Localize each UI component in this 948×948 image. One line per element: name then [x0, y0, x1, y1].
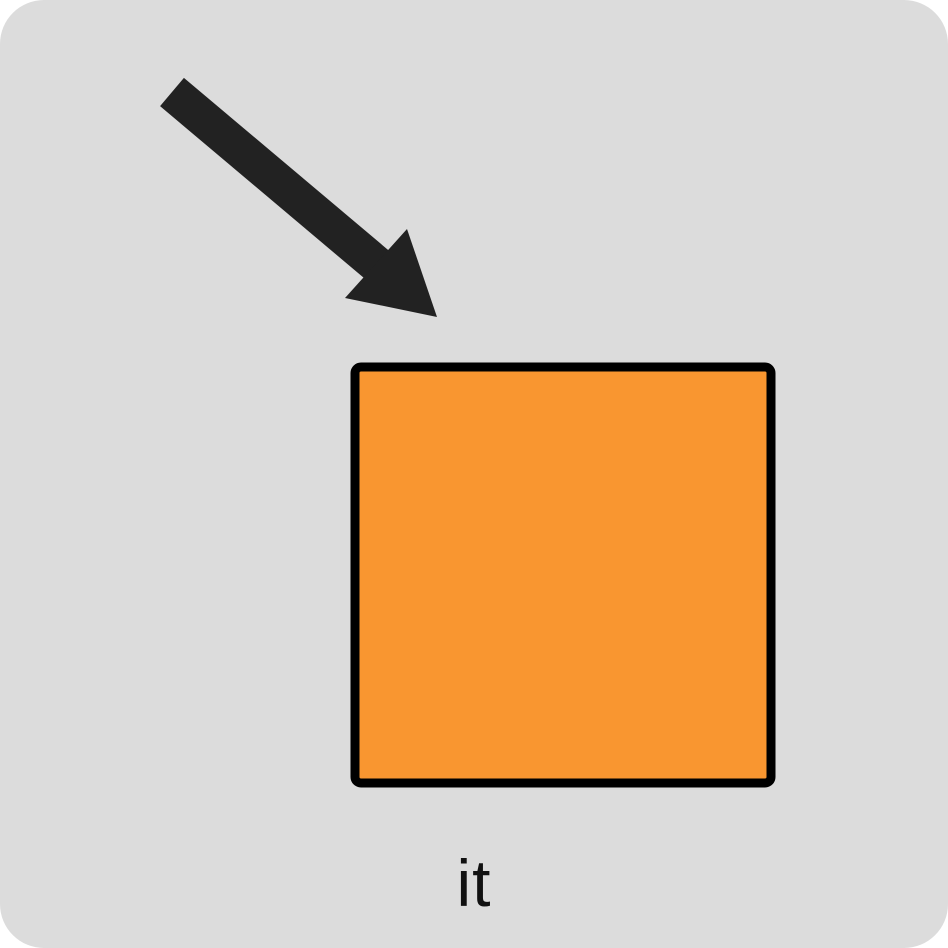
symbol-caption: it [456, 846, 492, 920]
orange-square [350, 362, 776, 788]
arrow-shaft [160, 77, 394, 284]
arrow-head [345, 229, 437, 317]
arrow-down-right-icon [160, 77, 437, 317]
